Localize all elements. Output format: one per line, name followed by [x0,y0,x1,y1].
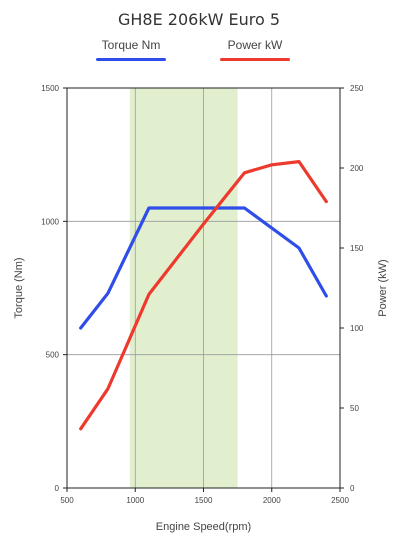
x-axis-title: Engine Speed(rpm) [156,521,251,533]
shaded-band [130,88,238,488]
y-left-axis-title: Torque (Nm) [13,257,25,318]
x-tick-label: 1500 [195,496,213,505]
y-right-axis-title: Power (kW) [377,259,389,316]
y-left-tick-label: 500 [46,351,60,360]
y-right-tick-label: 200 [350,164,364,173]
y-left-tick-label: 1000 [41,217,59,226]
x-tick-label: 2500 [331,496,349,505]
y-right-tick-label: 250 [350,84,364,93]
y-right-tick-label: 0 [350,484,355,493]
y-left-tick-label: 1500 [41,84,59,93]
x-tick-label: 1000 [126,496,144,505]
x-tick-label: 2000 [263,496,281,505]
x-tick-label: 500 [60,496,74,505]
y-right-tick-label: 150 [350,244,364,253]
y-right-tick-label: 100 [350,324,364,333]
y-right-tick-label: 50 [350,404,359,413]
y-left-tick-label: 0 [55,484,60,493]
